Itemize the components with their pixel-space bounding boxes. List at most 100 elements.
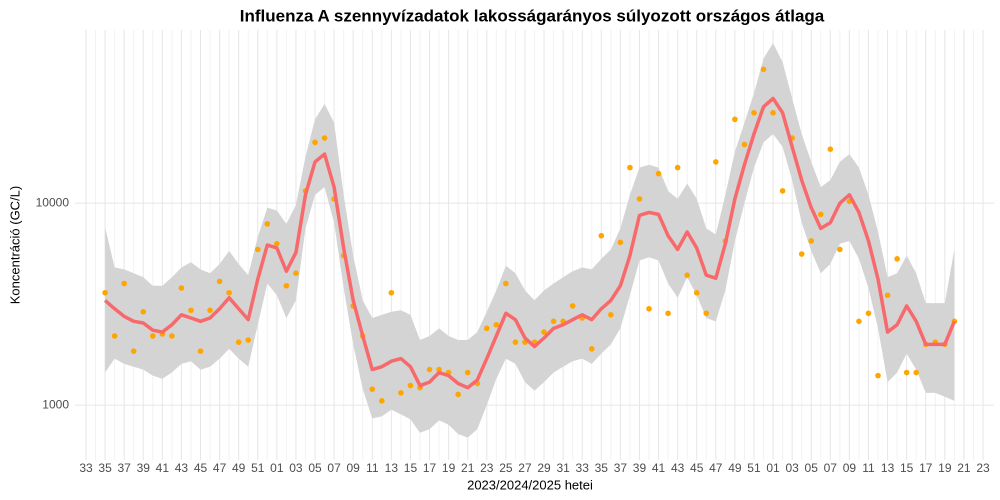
data-point <box>741 141 748 148</box>
x-tick-label: 13 <box>881 461 895 475</box>
x-tick-label: 47 <box>213 461 227 475</box>
data-point <box>197 348 204 354</box>
data-point <box>569 303 576 309</box>
x-axis-title: 2023/2024/2025 hetei <box>467 477 593 492</box>
x-tick-label: 11 <box>366 461 379 475</box>
data-point <box>379 398 385 404</box>
data-point <box>169 333 175 339</box>
x-tick-label: 19 <box>442 461 456 475</box>
x-tick-label: 37 <box>614 461 628 475</box>
data-point <box>894 256 900 262</box>
data-point <box>608 312 614 318</box>
x-tick-label: 23 <box>976 461 990 475</box>
data-point <box>111 333 118 339</box>
x-tick-label: 39 <box>137 461 151 475</box>
data-point <box>503 280 509 287</box>
data-point <box>636 196 643 202</box>
data-point <box>751 110 757 116</box>
data-point <box>121 280 127 287</box>
data-point <box>207 307 213 314</box>
data-point <box>398 390 404 396</box>
x-tick-label: 45 <box>690 461 704 475</box>
data-point <box>321 135 328 141</box>
data-point <box>283 282 290 289</box>
x-tick-label: 47 <box>709 461 723 475</box>
data-point <box>627 164 633 171</box>
x-tick-label: 09 <box>347 461 361 475</box>
x-tick-label: 11 <box>862 461 875 475</box>
data-point <box>216 278 223 285</box>
x-tick-label: 05 <box>308 461 322 475</box>
x-tick-label: 35 <box>595 461 609 475</box>
data-point <box>598 232 605 239</box>
x-tick-label: 15 <box>404 461 418 475</box>
x-tick-label: 31 <box>556 461 570 475</box>
data-point <box>550 318 557 325</box>
x-tick-label: 17 <box>919 461 933 475</box>
x-tick-label: 07 <box>824 461 838 475</box>
data-point <box>875 372 881 379</box>
data-point <box>493 321 500 328</box>
data-point <box>102 289 108 296</box>
x-tick-label: 39 <box>633 461 647 475</box>
data-point <box>779 188 786 194</box>
data-point <box>684 272 690 278</box>
x-tick-label: 33 <box>576 461 590 475</box>
data-point <box>713 159 719 165</box>
x-tick-label: 51 <box>747 461 761 475</box>
data-point <box>817 211 824 218</box>
data-point <box>312 139 318 146</box>
x-tick-label: 33 <box>79 461 93 475</box>
data-point <box>483 325 490 332</box>
x-tick-label: 41 <box>652 461 666 475</box>
data-point <box>655 170 662 177</box>
x-tick-label: 43 <box>175 461 189 475</box>
data-point <box>226 289 232 296</box>
x-tick-label: 35 <box>98 461 112 475</box>
data-point <box>884 292 891 299</box>
data-point <box>512 339 519 345</box>
data-point <box>617 239 624 246</box>
x-tick-label: 21 <box>461 461 475 475</box>
data-point <box>732 116 738 123</box>
data-point <box>808 238 815 244</box>
x-tick-label: 27 <box>518 461 532 475</box>
data-point <box>837 246 843 253</box>
x-tick-label: 25 <box>499 461 513 475</box>
data-point <box>646 305 652 312</box>
x-tick-label: 29 <box>537 461 551 475</box>
x-tick-label: 01 <box>270 461 284 475</box>
data-point <box>436 366 442 373</box>
x-tick-label: 43 <box>671 461 685 475</box>
y-axis-title: Koncentráció (GC/L) <box>7 186 22 305</box>
x-tick-label: 03 <box>785 461 799 475</box>
data-point <box>407 382 414 389</box>
data-point <box>856 318 862 325</box>
x-tick-label: 09 <box>843 461 857 475</box>
data-point <box>149 333 156 339</box>
data-point <box>188 307 194 314</box>
x-tick-label: 07 <box>327 461 341 475</box>
y-tick-label: 10000 <box>36 195 70 209</box>
y-tick-label: 1000 <box>42 397 69 411</box>
x-tick-label: 19 <box>938 461 952 475</box>
x-tick-label: 05 <box>805 461 819 475</box>
x-tick-label: 21 <box>957 461 971 475</box>
data-point <box>254 246 261 253</box>
data-point <box>426 366 433 373</box>
data-point <box>388 289 395 296</box>
data-point <box>665 310 671 317</box>
x-tick-label: 41 <box>156 461 170 475</box>
data-point <box>865 310 872 317</box>
x-tick-label: 49 <box>728 461 742 475</box>
marks <box>102 43 958 438</box>
data-point <box>235 339 242 345</box>
x-tick-label: 17 <box>423 461 437 475</box>
data-point <box>903 369 910 376</box>
chart-title: Influenza A szennyvízadatok lakosságarán… <box>240 6 825 25</box>
x-tick-label: 13 <box>385 461 399 475</box>
data-point <box>245 337 252 343</box>
data-point <box>293 270 299 277</box>
